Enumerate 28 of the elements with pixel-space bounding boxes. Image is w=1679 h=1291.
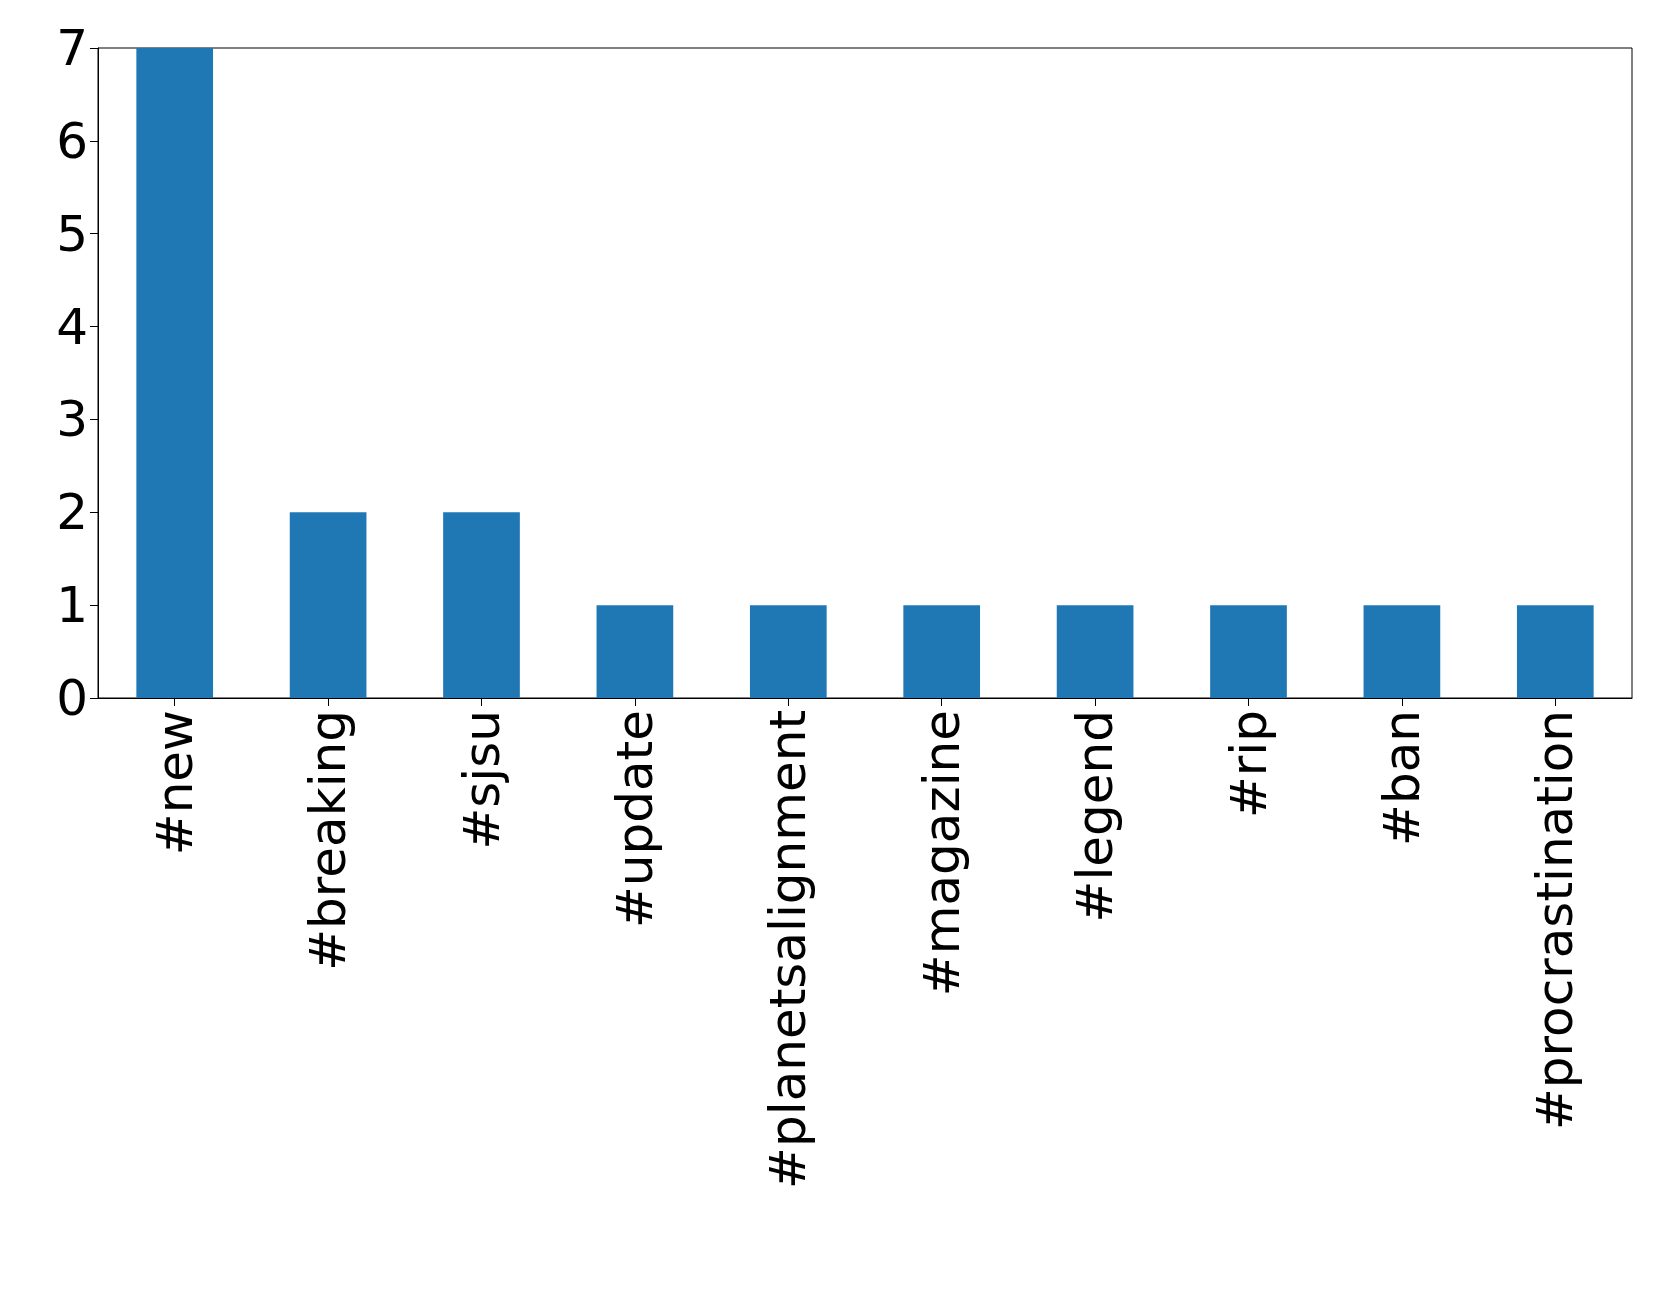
x-tick-label: #planetsalignment [759, 710, 818, 1189]
y-tick-label: 7 [56, 19, 88, 77]
x-tick-label: #rip [1219, 710, 1278, 819]
bar [1516, 605, 1594, 698]
bar [1056, 605, 1134, 698]
x-tick-label: #sjsu [452, 710, 511, 850]
bar [596, 605, 674, 698]
bar [749, 605, 827, 698]
x-tick-label: #procrastination [1526, 710, 1585, 1131]
bar [136, 48, 214, 698]
x-tick-label: #update [605, 710, 664, 929]
x-tick-label: #new [145, 710, 204, 856]
y-tick-label: 4 [56, 297, 88, 356]
y-tick-label: 6 [56, 111, 88, 170]
bar [1210, 605, 1287, 698]
bar [1363, 605, 1441, 698]
x-tick-label: #magazine [912, 710, 971, 997]
x-tick-label: #ban [1372, 710, 1431, 846]
y-tick-label: 3 [56, 390, 88, 449]
x-tick-label: #legend [1066, 710, 1125, 923]
x-tick-label: #breaking [299, 710, 358, 971]
bar [289, 512, 367, 698]
bar [443, 512, 520, 698]
bar [903, 605, 981, 698]
y-tick-label: 0 [56, 669, 88, 727]
y-tick-label: 2 [56, 483, 88, 542]
y-tick-label: 1 [56, 576, 88, 635]
y-tick-label: 5 [56, 204, 88, 263]
